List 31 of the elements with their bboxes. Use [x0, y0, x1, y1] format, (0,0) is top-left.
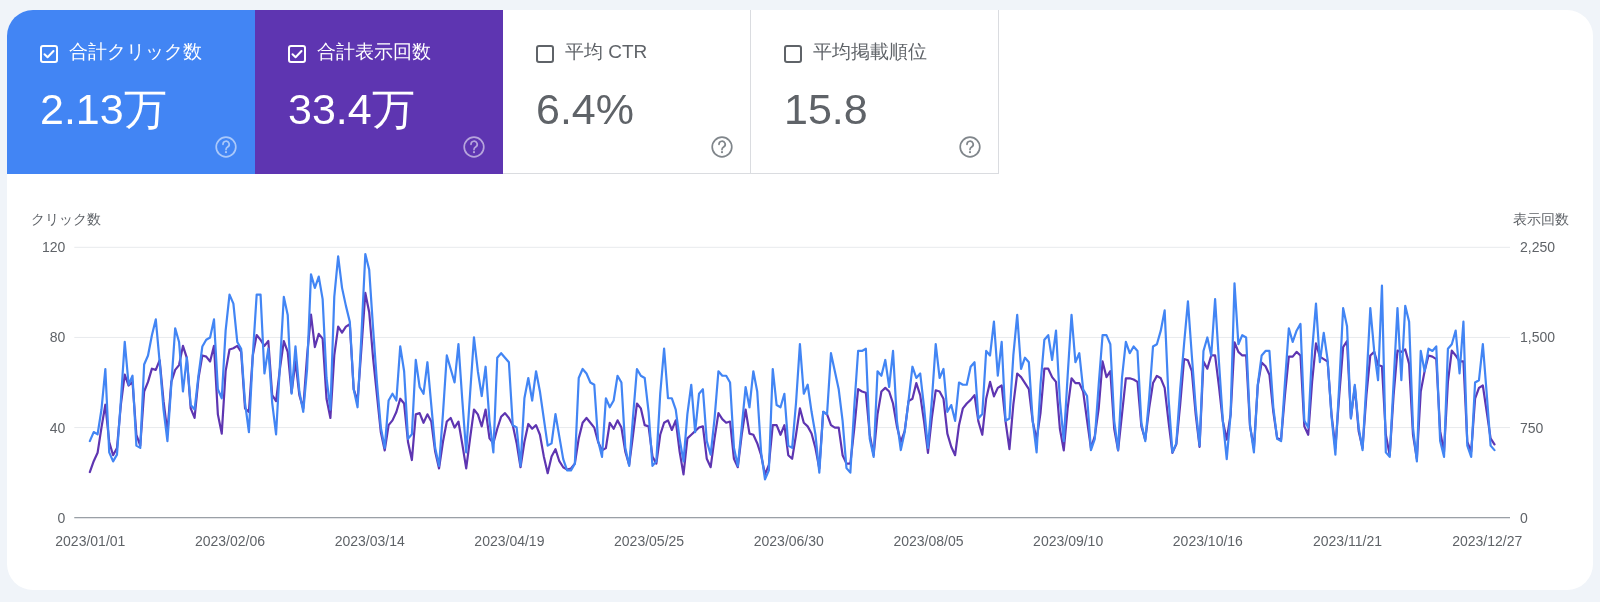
text: 33.4万 [288, 85, 415, 133]
line-series [88, 252, 1496, 481]
y2-tick-label: 2,250 [1520, 239, 1556, 256]
y-axis-title: クリック数 [31, 211, 101, 227]
text: 2.13万 [40, 85, 167, 133]
text: 15.8 [784, 85, 868, 133]
text: 平均掲載順位 [813, 41, 927, 63]
y2-tick-label: 0 [1520, 509, 1528, 526]
y-tick-label: 40 [49, 419, 66, 436]
y2-axis-title: 表示回数 [1513, 211, 1569, 227]
x-tick-label: 2023/05/25 [614, 532, 685, 549]
y2-tick-label: 750 [1520, 419, 1544, 436]
x-tick-label: 2023/08/05 [893, 532, 964, 549]
x-tick-label: 2023/02/06 [194, 532, 266, 549]
x-tick-label: 2023/10/16 [1172, 532, 1244, 549]
y-tick-label: 80 [49, 329, 66, 346]
x-tick-label: 2023/11/21 [1313, 532, 1383, 549]
y-tick-label: 120 [41, 239, 66, 256]
text: 平均 CTR [565, 41, 648, 63]
y-tick-label: 0 [57, 509, 66, 526]
text: 6.4% [536, 85, 635, 133]
x-tick-label: 2023/01/01 [55, 532, 126, 549]
x-tick-label: 2023/03/14 [334, 532, 405, 549]
text: 合計クリック数 [69, 41, 202, 63]
x-tick-label: 2023/12/27 [1452, 532, 1523, 549]
x-tick-label: 2023/06/30 [753, 532, 825, 549]
line-series [88, 291, 1496, 476]
x-tick-label: 2023/09/10 [1033, 532, 1104, 549]
text: 合計表示回数 [317, 41, 431, 63]
y2-tick-label: 1,500 [1520, 329, 1556, 346]
x-tick-label: 2023/04/19 [474, 532, 545, 549]
